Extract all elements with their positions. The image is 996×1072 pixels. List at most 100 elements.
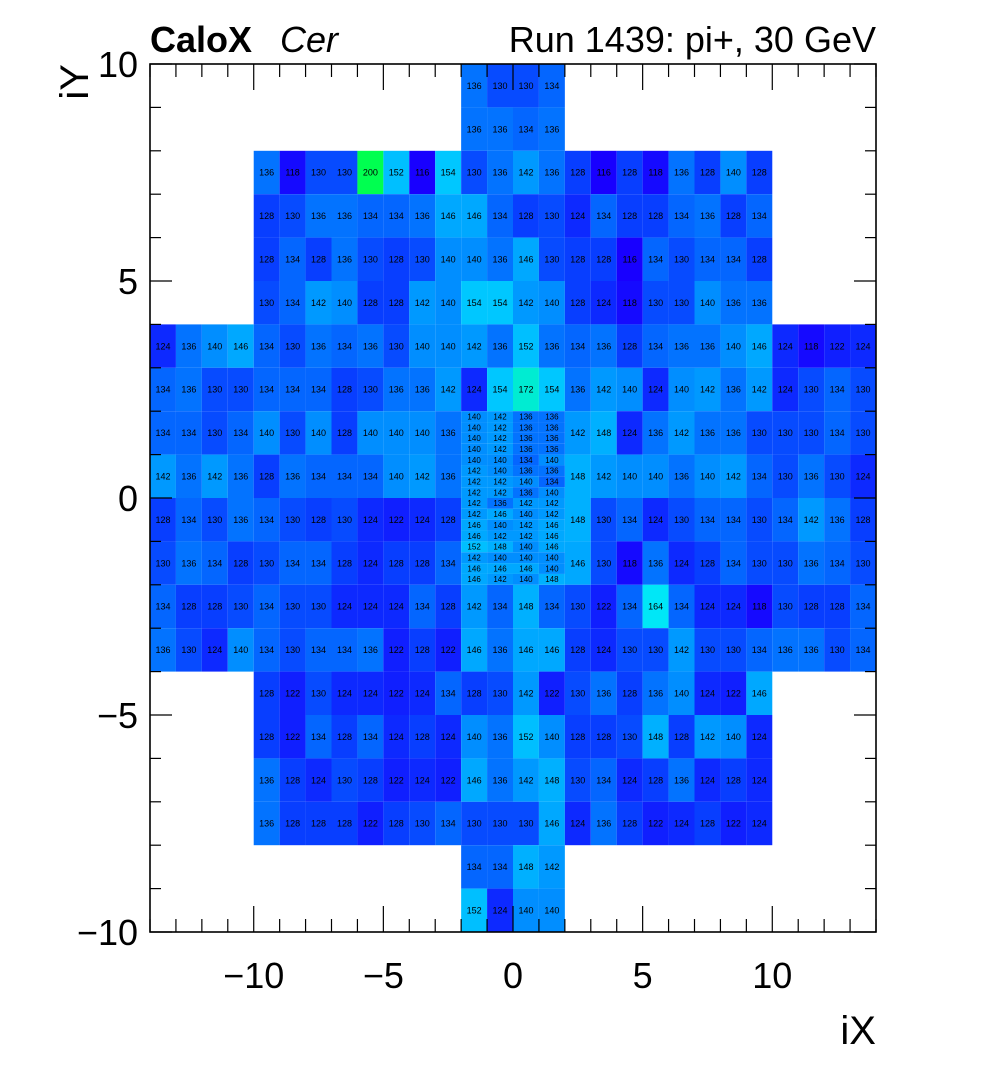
cell-value: 142 bbox=[596, 385, 611, 395]
heatmap-cell bbox=[538, 324, 565, 368]
heatmap-cell bbox=[279, 324, 306, 368]
heatmap-cell bbox=[175, 411, 202, 455]
cell-value: 124 bbox=[856, 341, 871, 351]
heatmap-cell bbox=[331, 237, 358, 281]
heatmap-fine-cell bbox=[513, 563, 539, 574]
cell-value: 128 bbox=[622, 341, 637, 351]
heatmap-fine-cell bbox=[538, 541, 565, 553]
heatmap-cell bbox=[435, 150, 462, 195]
cell-value: 142 bbox=[493, 423, 507, 432]
heatmap-cell bbox=[590, 584, 617, 629]
heatmap-cell bbox=[513, 628, 539, 672]
cell-value: 134 bbox=[207, 558, 222, 568]
cell-value: 134 bbox=[259, 515, 274, 525]
cell-value: 136 bbox=[700, 341, 715, 351]
cell-value: 130 bbox=[804, 385, 819, 395]
cell-value: 130 bbox=[337, 775, 352, 785]
heatmap-cell bbox=[590, 411, 617, 455]
cell-value: 130 bbox=[415, 819, 430, 829]
heatmap-cell bbox=[253, 671, 280, 715]
cell-value: 122 bbox=[285, 688, 300, 698]
heatmap-cell bbox=[331, 367, 358, 412]
cell-value: 134 bbox=[441, 688, 456, 698]
cell-value: 130 bbox=[856, 385, 871, 395]
heatmap-cell bbox=[253, 801, 280, 846]
cell-value: 142 bbox=[596, 471, 611, 481]
heatmap-cell bbox=[824, 367, 851, 412]
header-channel: Cer bbox=[280, 19, 340, 60]
cell-value: 136 bbox=[441, 428, 456, 438]
cell-value: 124 bbox=[778, 341, 793, 351]
cell-value: 142 bbox=[467, 499, 481, 508]
heatmap-cell bbox=[357, 801, 384, 846]
heatmap-cell bbox=[513, 367, 539, 412]
cell-value: 136 bbox=[545, 434, 559, 443]
heatmap-cell bbox=[331, 498, 358, 542]
cell-value: 130 bbox=[570, 602, 585, 612]
cell-value: 136 bbox=[648, 688, 663, 698]
cell-value: 148 bbox=[596, 428, 611, 438]
cell-value: 128 bbox=[648, 211, 663, 221]
cell-value: 128 bbox=[467, 688, 482, 698]
cell-value: 140 bbox=[311, 428, 326, 438]
heatmap-cell bbox=[538, 150, 565, 195]
heatmap-cell bbox=[435, 801, 462, 846]
heatmap-cell bbox=[642, 324, 669, 368]
cell-value: 118 bbox=[622, 298, 636, 308]
heatmap-cell bbox=[279, 411, 306, 455]
heatmap-cell bbox=[746, 584, 773, 629]
x-tick-label: −10 bbox=[223, 955, 284, 996]
heatmap-cell bbox=[331, 541, 358, 585]
heatmap-fine-cell bbox=[461, 498, 488, 509]
heatmap-cell bbox=[357, 367, 384, 412]
heatmap-cell bbox=[331, 281, 358, 325]
heatmap-fine-cell bbox=[487, 432, 513, 444]
heatmap-cell bbox=[590, 715, 617, 759]
cell-value: 134 bbox=[519, 456, 533, 465]
heatmap-cell bbox=[564, 541, 591, 585]
cell-value: 136 bbox=[493, 775, 508, 785]
heatmap-fine-cell bbox=[487, 443, 513, 455]
heatmap-cell bbox=[331, 671, 358, 715]
heatmap-cell bbox=[461, 237, 488, 281]
heatmap-cell bbox=[305, 194, 332, 238]
heatmap-fine-cell bbox=[513, 454, 539, 466]
cell-value: 124 bbox=[363, 602, 378, 612]
heatmap-cell bbox=[279, 281, 306, 325]
cell-value: 118 bbox=[285, 168, 299, 178]
heatmap-cell bbox=[513, 324, 539, 368]
heatmap-cell bbox=[746, 324, 773, 368]
heatmap-cell bbox=[694, 671, 721, 715]
heatmap-cell bbox=[746, 628, 773, 672]
heatmap-fine-cell bbox=[461, 487, 488, 498]
cell-value: 130 bbox=[726, 645, 741, 655]
heatmap-fine-cell bbox=[538, 443, 565, 455]
heatmap-cell bbox=[616, 411, 643, 455]
y-tick-label: 10 bbox=[98, 44, 138, 85]
heatmap-cell bbox=[201, 584, 228, 629]
cell-value: 134 bbox=[674, 211, 689, 221]
cell-value: 134 bbox=[778, 515, 793, 525]
heatmap-fine-cell bbox=[487, 530, 513, 542]
heatmap-cell bbox=[694, 411, 721, 455]
heatmap-cell bbox=[564, 367, 591, 412]
heatmap-cell bbox=[694, 150, 721, 195]
heatmap-fine-cell bbox=[538, 498, 565, 509]
heatmap-cell bbox=[798, 628, 825, 672]
cell-value: 124 bbox=[363, 688, 378, 698]
cell-value: 142 bbox=[545, 510, 559, 519]
heatmap-cell bbox=[720, 498, 747, 542]
heatmap-fine-cell bbox=[513, 422, 539, 433]
heatmap-cell bbox=[435, 237, 462, 281]
heatmap-cell bbox=[253, 715, 280, 759]
heatmap-cell bbox=[538, 194, 565, 238]
cell-value: 136 bbox=[830, 515, 845, 525]
heatmap-cell bbox=[616, 801, 643, 846]
cell-value: 128 bbox=[726, 211, 741, 221]
heatmap-cell bbox=[720, 150, 747, 195]
heatmap-cell bbox=[357, 411, 384, 455]
heatmap-cell bbox=[201, 324, 228, 368]
cell-value: 142 bbox=[752, 385, 767, 395]
cell-value: 148 bbox=[570, 515, 585, 525]
cell-value: 130 bbox=[493, 688, 508, 698]
